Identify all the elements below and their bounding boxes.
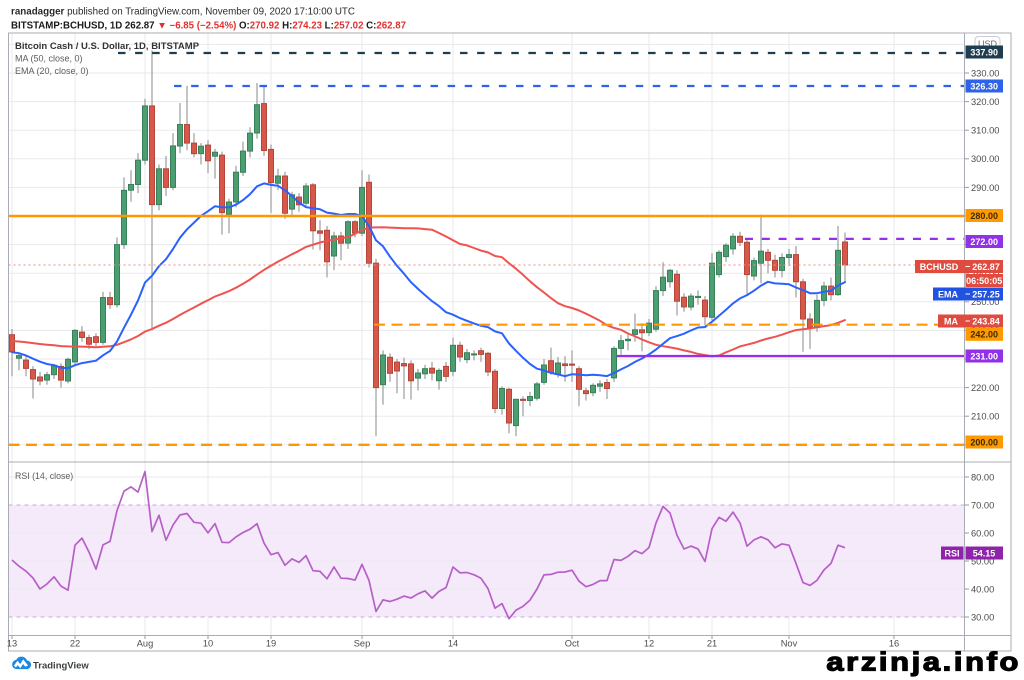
svg-text:280.00: 280.00 (970, 211, 998, 221)
svg-text:14: 14 (448, 639, 458, 649)
svg-text:16: 16 (889, 639, 899, 649)
svg-text:10: 10 (203, 639, 213, 649)
svg-text:Oct: Oct (565, 639, 580, 649)
svg-text:210.00: 210.00 (971, 412, 999, 422)
svg-text:arzinja.info: arzinja.info (826, 648, 1021, 677)
svg-text:30.00: 30.00 (971, 612, 994, 622)
svg-text:TradingView: TradingView (33, 661, 89, 672)
svg-text:50.00: 50.00 (971, 556, 994, 566)
svg-text:BITSTAMP:BCHUSD, 1D 262.87 ▼ −: BITSTAMP:BCHUSD, 1D 262.87 ▼ −6.85 (−2.5… (11, 21, 406, 32)
svg-text:12: 12 (644, 639, 654, 649)
svg-text:257.25: 257.25 (972, 290, 1000, 300)
svg-text:262.87: 262.87 (972, 262, 1000, 272)
svg-text:242.00: 242.00 (970, 330, 998, 340)
svg-text:MA (50, close, 0): MA (50, close, 0) (15, 54, 83, 64)
svg-text:250.00: 250.00 (971, 297, 999, 307)
svg-text:330.00: 330.00 (971, 68, 999, 78)
svg-text:260.00: 260.00 (971, 269, 999, 279)
svg-text:300.00: 300.00 (971, 154, 999, 164)
svg-text:BCHUSD: BCHUSD (920, 262, 959, 272)
svg-text:ranadagger published on Tradin: ranadagger published on TradingView.com,… (11, 7, 355, 18)
svg-text:Nov: Nov (781, 639, 798, 649)
svg-text:272.00: 272.00 (970, 237, 998, 247)
svg-text:220.00: 220.00 (971, 383, 999, 393)
svg-text:70.00: 70.00 (971, 500, 994, 510)
svg-text:54.15: 54.15 (973, 549, 996, 559)
svg-text:RSI: RSI (944, 549, 959, 559)
svg-text:MA: MA (944, 317, 958, 327)
svg-text:320.00: 320.00 (971, 97, 999, 107)
svg-text:200.00: 200.00 (970, 437, 998, 447)
svg-text:22: 22 (70, 639, 80, 649)
svg-text:326.30: 326.30 (970, 81, 998, 91)
svg-text:231.00: 231.00 (970, 351, 998, 361)
svg-text:EMA: EMA (938, 290, 959, 300)
svg-text:19: 19 (266, 639, 276, 649)
svg-text:13: 13 (7, 639, 17, 649)
svg-text:337.90: 337.90 (970, 47, 998, 57)
svg-text:Aug: Aug (137, 639, 154, 649)
svg-text:290.00: 290.00 (971, 183, 999, 193)
svg-text:06:50:05: 06:50:05 (966, 276, 1002, 286)
svg-text:243.84: 243.84 (972, 317, 1000, 327)
svg-text:310.00: 310.00 (971, 126, 999, 136)
svg-text:USD: USD (978, 39, 998, 49)
svg-text:60.00: 60.00 (971, 528, 994, 538)
svg-text:80.00: 80.00 (971, 472, 994, 482)
svg-text:Sep: Sep (354, 639, 371, 649)
svg-text:40.00: 40.00 (971, 584, 994, 594)
svg-text:RSI (14, close): RSI (14, close) (15, 471, 73, 481)
svg-text:Bitcoin Cash / U.S. Dollar, 1D: Bitcoin Cash / U.S. Dollar, 1D, BITSTAMP (15, 41, 200, 52)
svg-text:EMA (20, close, 0): EMA (20, close, 0) (15, 66, 89, 76)
svg-text:21: 21 (707, 639, 717, 649)
